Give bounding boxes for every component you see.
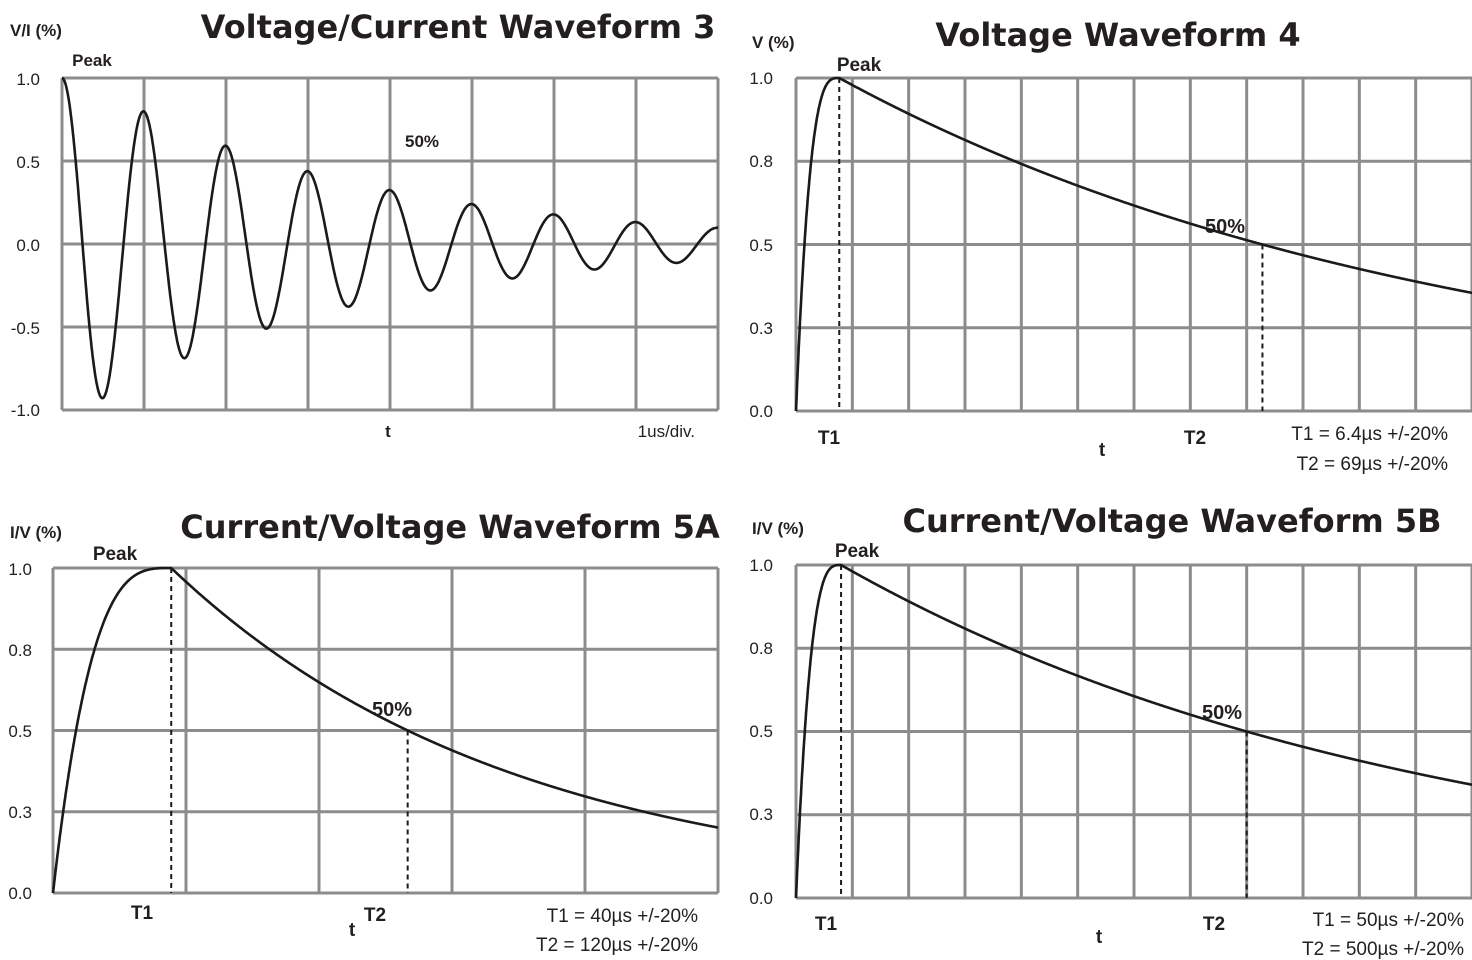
peak-annotation: Peak bbox=[835, 541, 880, 562]
plot-grid bbox=[60, 76, 720, 412]
y-tick-label: 0.8 bbox=[8, 641, 32, 660]
t1-spec-note: T1 = 40µs +/-20% bbox=[547, 906, 699, 927]
chart-waveform-3: Voltage/Current Waveform 3 V/I (%) 1.0 0… bbox=[10, 8, 720, 441]
t1-marker-label: T1 bbox=[815, 914, 838, 935]
t2-spec-note: T2 = 120µs +/-20% bbox=[536, 935, 698, 956]
half-value-annotation: 50% bbox=[405, 132, 439, 151]
x-axis-label: t bbox=[349, 920, 356, 941]
t2-marker-label: T2 bbox=[364, 905, 386, 926]
peak-annotation: Peak bbox=[93, 544, 138, 565]
waveform-line bbox=[794, 563, 1472, 899]
plot-grid bbox=[794, 76, 1472, 413]
t1-marker-label: T1 bbox=[818, 428, 841, 449]
y-tick-label: 0.0 bbox=[8, 884, 32, 903]
chart-title: Voltage/Current Waveform 3 bbox=[201, 8, 716, 46]
chart-title: Current/Voltage Waveform 5A bbox=[180, 508, 720, 546]
x-axis-label: t bbox=[385, 422, 391, 441]
y-tick-label: 0.5 bbox=[749, 722, 773, 741]
peak-annotation: Peak bbox=[72, 51, 112, 70]
plot-grid bbox=[794, 563, 1472, 900]
y-tick-label: 0.8 bbox=[749, 639, 773, 658]
y-tick-label: 1.0 bbox=[749, 69, 773, 88]
y-tick-label: -0.5 bbox=[11, 319, 40, 338]
y-tick-label: 0.3 bbox=[749, 319, 773, 338]
chart-title: Voltage Waveform 4 bbox=[935, 16, 1300, 54]
x-axis-label: t bbox=[1096, 927, 1103, 948]
t1-marker-label: T1 bbox=[131, 903, 154, 924]
y-tick-label: 0.0 bbox=[749, 402, 773, 421]
chart-waveform-5b: Current/Voltage Waveform 5B I/V (%) 1.0 … bbox=[749, 502, 1472, 960]
y-tick-label: 1.0 bbox=[16, 70, 40, 89]
plot-grid bbox=[51, 566, 720, 895]
t1-spec-note: T1 = 50µs +/-20% bbox=[1313, 910, 1465, 931]
y-tick-label: -1.0 bbox=[11, 401, 40, 420]
half-value-annotation: 50% bbox=[1202, 702, 1242, 724]
t1-spec-note: T1 = 6.4µs +/-20% bbox=[1291, 424, 1448, 445]
y-tick-label: 1.0 bbox=[749, 556, 773, 575]
t2-marker-label: T2 bbox=[1184, 428, 1206, 449]
half-value-annotation: 50% bbox=[1205, 216, 1245, 238]
chart-title: Current/Voltage Waveform 5B bbox=[902, 502, 1441, 540]
t2-spec-note: T2 = 69µs +/-20% bbox=[1297, 454, 1449, 475]
waveform-line bbox=[51, 566, 719, 894]
y-tick-label: 0.0 bbox=[16, 236, 40, 255]
y-tick-label: 0.5 bbox=[749, 236, 773, 255]
y-tick-label: 0.3 bbox=[749, 805, 773, 824]
y-tick-label: 0.8 bbox=[749, 152, 773, 171]
x-scale-note: 1us/div. bbox=[638, 422, 695, 441]
y-axis-label: V (%) bbox=[752, 33, 795, 52]
t2-spec-note: T2 = 500µs +/-20% bbox=[1302, 939, 1464, 960]
y-axis-label: I/V (%) bbox=[10, 523, 62, 542]
t2-marker-label: T2 bbox=[1203, 914, 1225, 935]
chart-waveform-5a: Current/Voltage Waveform 5A I/V (%) 1.0 … bbox=[8, 508, 720, 956]
y-tick-label: 0.3 bbox=[8, 803, 32, 822]
waveform-line bbox=[61, 76, 719, 400]
half-value-annotation: 50% bbox=[372, 699, 412, 721]
waveform-line bbox=[794, 76, 1472, 412]
y-tick-label: 0.5 bbox=[16, 153, 40, 172]
x-axis-label: t bbox=[1099, 440, 1106, 461]
peak-annotation: Peak bbox=[837, 55, 882, 76]
y-axis-label: I/V (%) bbox=[752, 519, 804, 538]
y-tick-label: 0.0 bbox=[749, 889, 773, 908]
chart-waveform-4: Voltage Waveform 4 V (%) 1.0 0.8 0.5 0.3… bbox=[749, 16, 1472, 475]
y-axis-label: V/I (%) bbox=[10, 21, 62, 40]
y-tick-label: 1.0 bbox=[8, 560, 32, 579]
y-tick-label: 0.5 bbox=[8, 722, 32, 741]
